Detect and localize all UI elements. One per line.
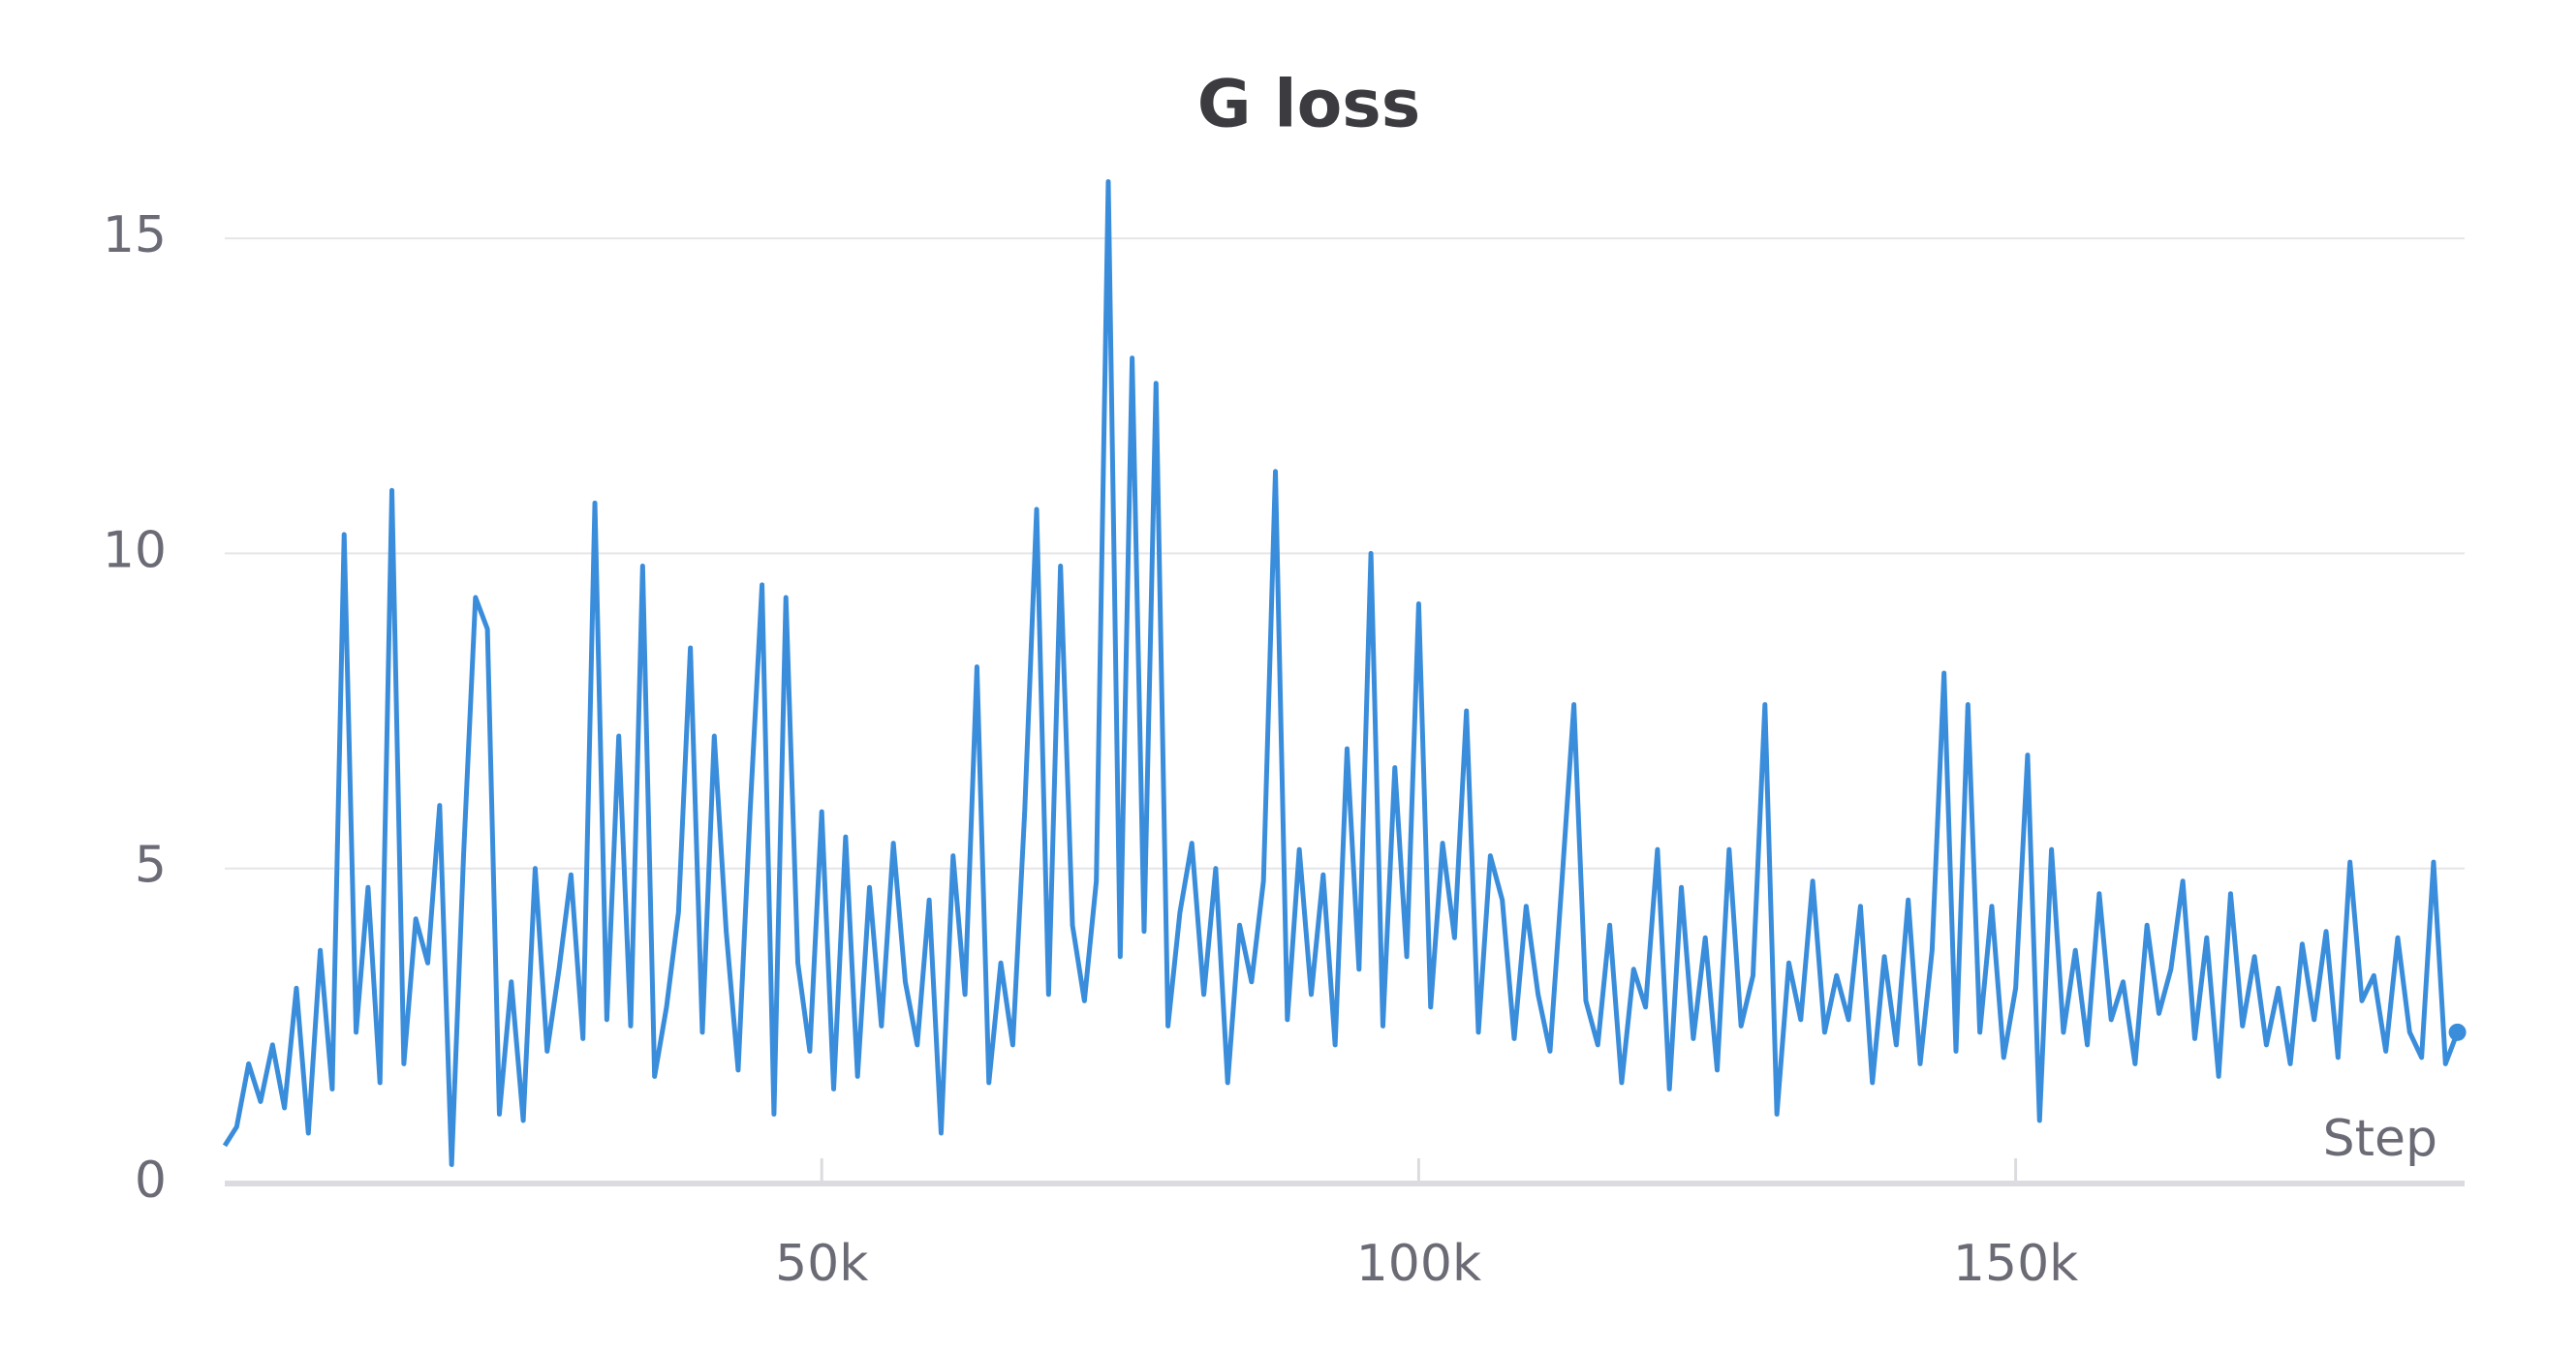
x-tick-label: 150k xyxy=(1953,1235,2078,1293)
x-axis-label: Step xyxy=(2323,1110,2437,1168)
end-point xyxy=(2448,1023,2467,1041)
line-series xyxy=(222,179,2460,1167)
y-tick-label: 15 xyxy=(103,206,167,264)
y-tick-label: 0 xyxy=(135,1152,167,1210)
y-tick-label: 5 xyxy=(135,837,167,895)
x-tick-label: 50k xyxy=(775,1235,868,1293)
chart-title: G loss xyxy=(1197,67,1420,143)
y-tick-label: 10 xyxy=(103,521,167,579)
x-tick-label: 100k xyxy=(1356,1235,1481,1293)
